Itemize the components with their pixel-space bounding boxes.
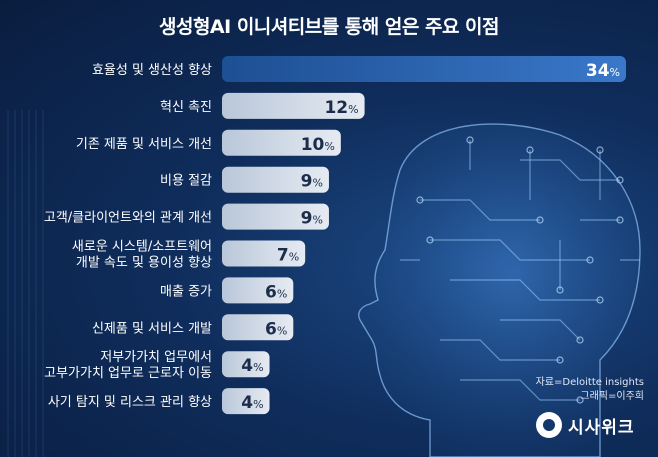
bar xyxy=(222,277,294,304)
brand-name: 시사위크 xyxy=(568,417,635,438)
bar xyxy=(222,166,329,193)
value-label: 9% xyxy=(301,172,323,192)
value-label: 4% xyxy=(241,393,263,413)
bar xyxy=(222,314,294,341)
bar xyxy=(222,388,270,415)
value-label: 9% xyxy=(301,209,323,229)
source-note: 자료=Deloitte insights 그래픽=이주희 xyxy=(536,376,644,404)
chart-title: 생성형AI 이니셔티브를 통해 얻은 주요 이점 xyxy=(158,16,500,38)
category-label: 비용 절감 xyxy=(160,174,212,189)
value-label: 34% xyxy=(586,61,620,81)
bar xyxy=(222,203,329,230)
category-label: 신제품 및 서비스 개발 xyxy=(92,321,212,336)
category-label: 효율성 및 생산성 향상 xyxy=(92,63,212,78)
bar xyxy=(222,351,270,378)
bar xyxy=(222,129,341,156)
value-label: 4% xyxy=(241,356,263,376)
value-label: 12% xyxy=(324,98,358,118)
value-label: 7% xyxy=(277,246,299,266)
value-label: 10% xyxy=(301,135,335,155)
category-label: 저부가가치 업무에서 고부가가치 업무로 근로자 이동 xyxy=(44,350,212,381)
brand-logo: 시사위크 xyxy=(536,408,656,442)
category-label: 기존 제품 및 서비스 개선 xyxy=(76,137,212,152)
bar xyxy=(222,56,626,82)
category-label: 혁신 촉진 xyxy=(160,100,212,115)
category-label: 고객/클라이언트와의 관계 개선 xyxy=(44,211,212,226)
source-label: 자료=Deloitte insights xyxy=(535,377,644,388)
bar xyxy=(222,92,365,119)
value-label: 6% xyxy=(265,282,287,302)
value-label: 6% xyxy=(265,319,287,339)
category-label: 매출 증가 xyxy=(160,284,212,299)
category-label: 사기 탐지 및 리스크 관리 향상 xyxy=(48,395,212,410)
category-label: 새로운 시스템/소프트웨어 개발 속도 및 용이성 향상 xyxy=(72,240,212,271)
credit-label: 그래픽=이주희 xyxy=(580,391,644,402)
bar xyxy=(222,240,306,267)
sisaweek-logo-icon xyxy=(536,412,562,438)
